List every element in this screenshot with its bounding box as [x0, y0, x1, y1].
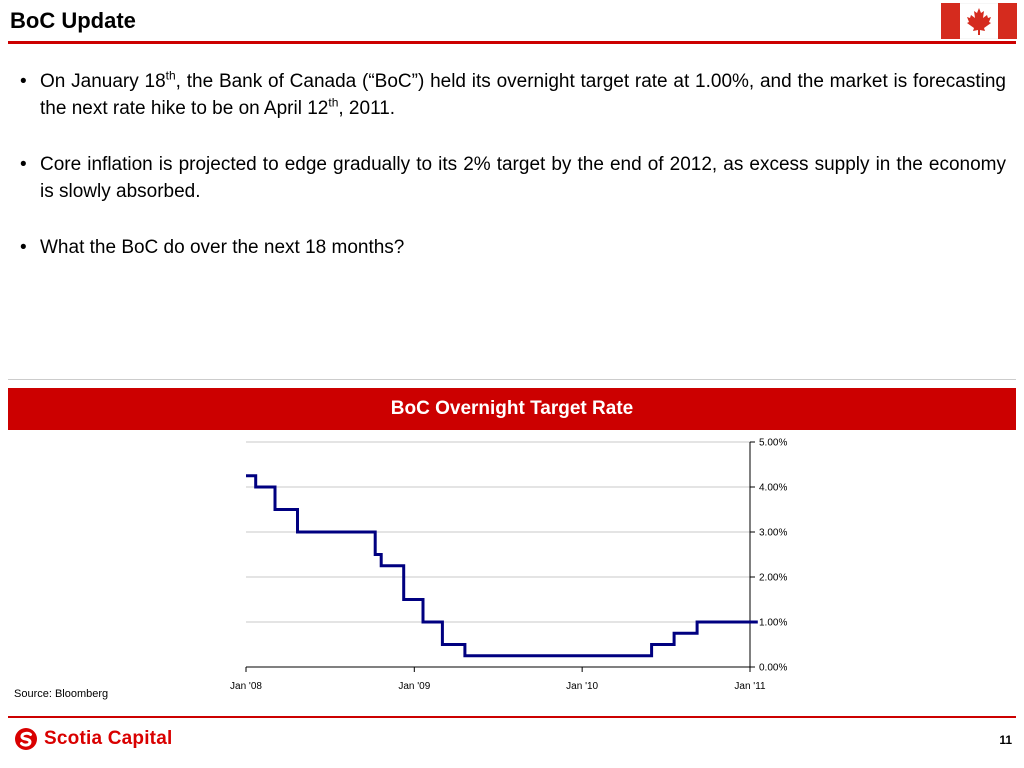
- y-tick-label: 0.00%: [759, 663, 787, 674]
- bullet-text: Core inflation is projected to edge grad…: [40, 154, 1006, 202]
- bullet-marker: •: [20, 237, 27, 258]
- slide-title: BoC Update: [10, 8, 136, 33]
- source-note: Source: Bloomberg: [14, 688, 109, 700]
- x-tick-label: Jan '09: [398, 681, 430, 692]
- canada-flag-icon: [941, 3, 1017, 39]
- bullet-list: • On January 18th, the Bank of Canada (“B…: [20, 68, 1006, 290]
- footer-divider: [8, 716, 1016, 718]
- chart-top-divider: [8, 379, 1016, 380]
- bullet-text: , the Bank of Canada (“BoC”) held its ov…: [40, 71, 1006, 119]
- superscript: th: [165, 68, 176, 83]
- page-number: 11: [999, 733, 1012, 747]
- logo-text: Scotia Capital: [44, 728, 173, 749]
- series-line: [246, 474, 758, 658]
- x-tick-label: Jan '08: [230, 681, 262, 692]
- x-tick-label: Jan '11: [734, 681, 766, 692]
- chart-title: BoC Overnight Target Rate: [8, 388, 1016, 430]
- bullet-text: , 2011.: [338, 98, 396, 119]
- y-tick-label: 3.00%: [759, 528, 787, 539]
- superscript: th: [328, 95, 339, 110]
- y-tick-label: 4.00%: [759, 483, 787, 494]
- bullet-marker: •: [20, 154, 27, 175]
- bullet-item: • Core inflation is projected to edge gra…: [20, 151, 1006, 205]
- title-divider: [8, 41, 1016, 44]
- y-tick-label: 5.00%: [759, 438, 787, 449]
- bullet-marker: •: [20, 71, 27, 92]
- bullet-item: • On January 18th, the Bank of Canada (“B…: [20, 68, 1006, 122]
- bullet-text: On January 18: [40, 71, 166, 92]
- y-tick-label: 2.00%: [759, 573, 787, 584]
- y-tick-label: 1.00%: [759, 618, 787, 629]
- bullet-text: What the BoC do over the next 18 months?: [40, 237, 405, 258]
- x-tick-label: Jan '10: [566, 681, 598, 692]
- bullet-item: • What the BoC do over the next 18 months…: [20, 234, 1006, 261]
- scotia-s-icon: [15, 728, 37, 750]
- scotia-capital-logo: Scotia Capital: [14, 727, 172, 751]
- rate-chart: 0.00% 1.00% 2.00% 3.00% 4.00% 5.00% Jan '08 Jan…: [230, 438, 787, 693]
